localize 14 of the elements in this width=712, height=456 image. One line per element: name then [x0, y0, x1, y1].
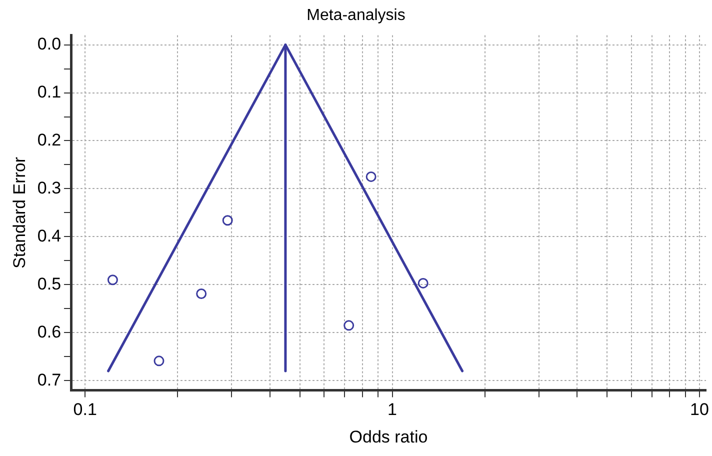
y-tick-label: 0.3 — [37, 178, 62, 198]
y-axis-title: Standard Error — [10, 156, 29, 268]
x-axis-title: Odds ratio — [349, 427, 428, 446]
x-tick-label: 1 — [388, 400, 398, 420]
y-tick-label: 0.2 — [37, 130, 62, 150]
x-tick-label: 0.1 — [73, 400, 97, 420]
y-tick-label: 0.1 — [37, 82, 62, 102]
y-tick-label: 0.0 — [37, 34, 62, 54]
y-tick-label: 0.7 — [37, 370, 62, 390]
y-tick-label: 0.4 — [37, 226, 62, 246]
chart-title: Meta-analysis — [306, 7, 406, 24]
x-tick-label: 10 — [690, 400, 709, 420]
y-tick-label: 0.5 — [37, 274, 62, 294]
y-tick-label: 0.6 — [37, 322, 62, 342]
